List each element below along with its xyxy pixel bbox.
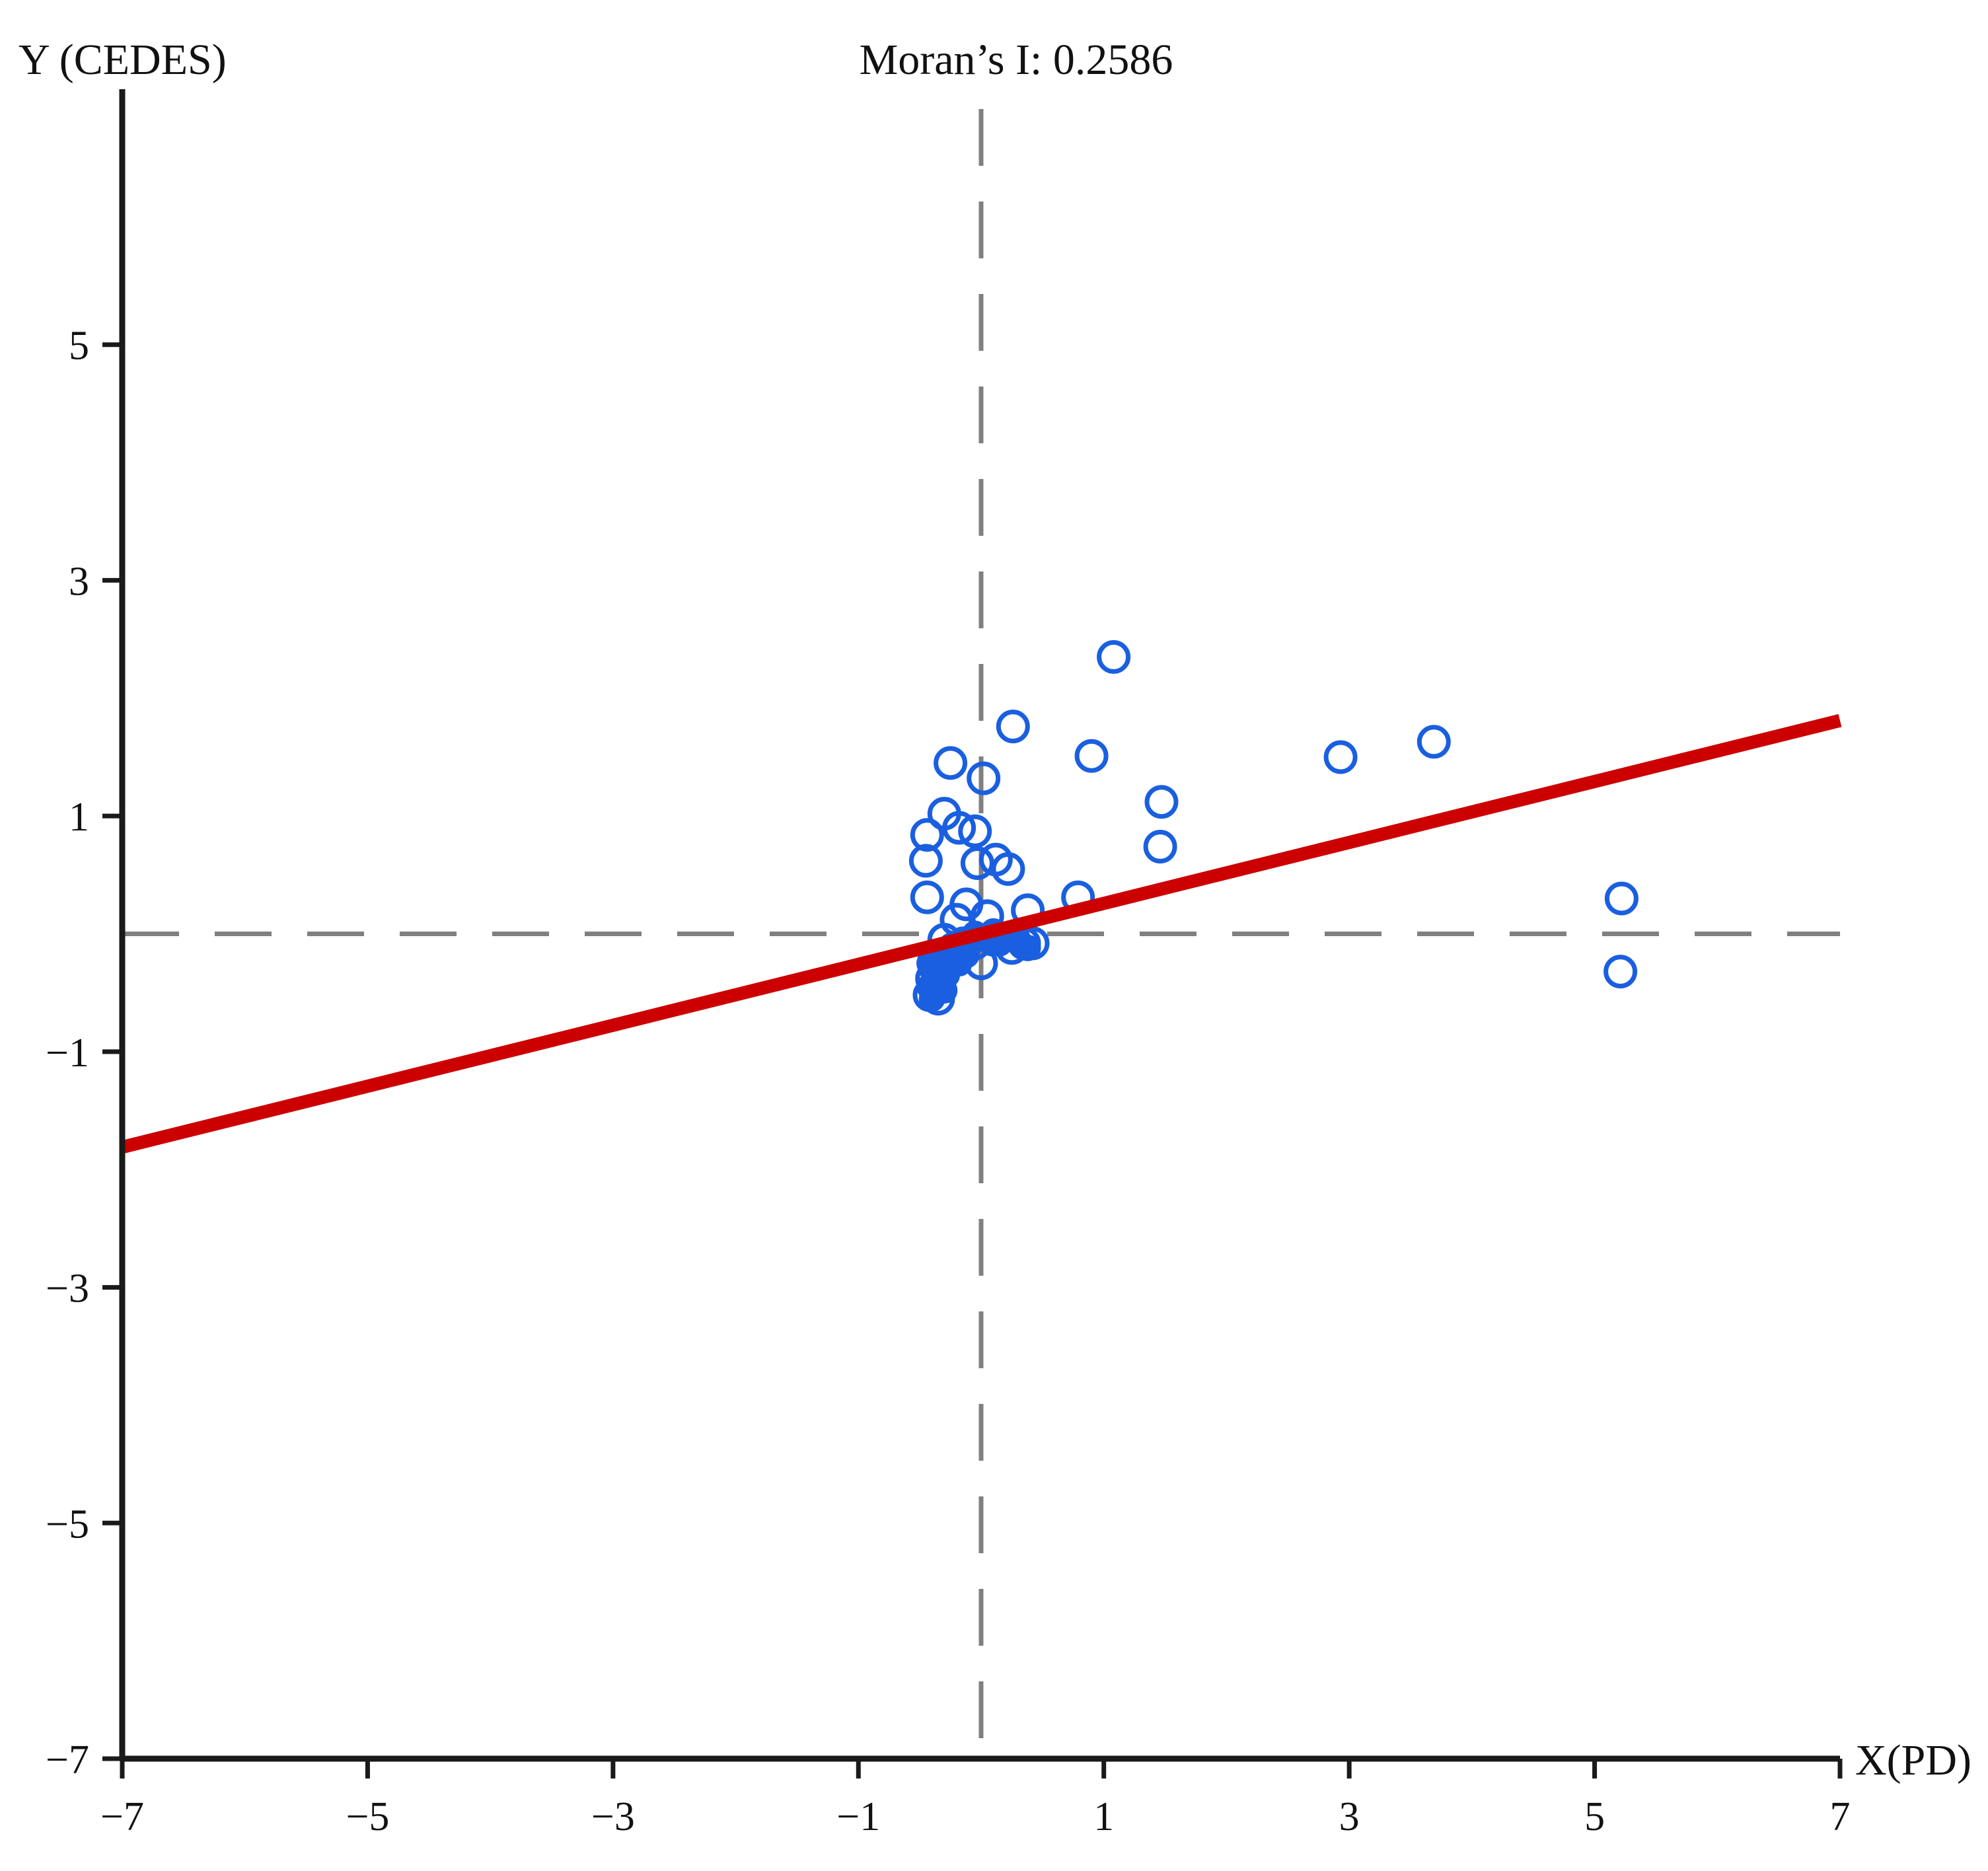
data-point: [1143, 830, 1177, 863]
data-point: [1417, 725, 1451, 759]
data-point: [1604, 881, 1638, 916]
data-point-filled: [1014, 934, 1041, 961]
x-tick-label: −5: [346, 1794, 389, 1839]
y-tick-label: 3: [69, 559, 89, 604]
y-axis-title: Y (CEDES): [18, 36, 227, 84]
x-tick-label: −3: [591, 1794, 635, 1839]
x-tick-label: −7: [100, 1794, 144, 1839]
data-point: [958, 814, 992, 848]
x-axis-ticks: −7 −5 −3 −1 1 3 5 7: [100, 1759, 1851, 1839]
y-tick-label: −1: [46, 1031, 89, 1076]
data-point: [942, 811, 976, 845]
regression-line: [120, 714, 1842, 1154]
data-point: [991, 852, 1025, 886]
data-point-filled: [953, 941, 980, 969]
data-point: [910, 818, 944, 852]
y-tick-label: 1: [69, 795, 89, 840]
data-point: [967, 761, 1001, 795]
regression-line-layer: [120, 714, 1842, 1154]
x-tick-label: 5: [1584, 1794, 1605, 1839]
data-point: [960, 846, 994, 880]
y-tick-label: −7: [46, 1738, 89, 1782]
data-point-filled: [931, 977, 958, 1004]
x-axis-title: X(PD): [1855, 1736, 1971, 1784]
axes: [119, 89, 1840, 1762]
x-tick-label: −1: [836, 1794, 880, 1839]
x-tick-label: 1: [1093, 1794, 1114, 1839]
data-point: [1097, 640, 1131, 674]
y-tick-label: 5: [69, 324, 89, 369]
data-point: [1323, 740, 1358, 774]
x-tick-label: 7: [1830, 1794, 1851, 1839]
y-axis-ticks: −7 −5 −3 −1 1 3 5: [46, 324, 122, 1782]
data-point: [1603, 955, 1638, 989]
data-point: [1074, 739, 1109, 773]
x-tick-label: 3: [1339, 1794, 1360, 1839]
y-tick-label: −3: [46, 1266, 89, 1311]
data-point: [996, 710, 1030, 744]
y-tick-label: −5: [46, 1502, 89, 1547]
data-point: [908, 844, 943, 878]
data-point: [910, 880, 944, 914]
data-point: [1144, 785, 1179, 819]
chart-title: Moran’s I: 0.2586: [860, 36, 1173, 84]
data-point: [934, 746, 968, 780]
